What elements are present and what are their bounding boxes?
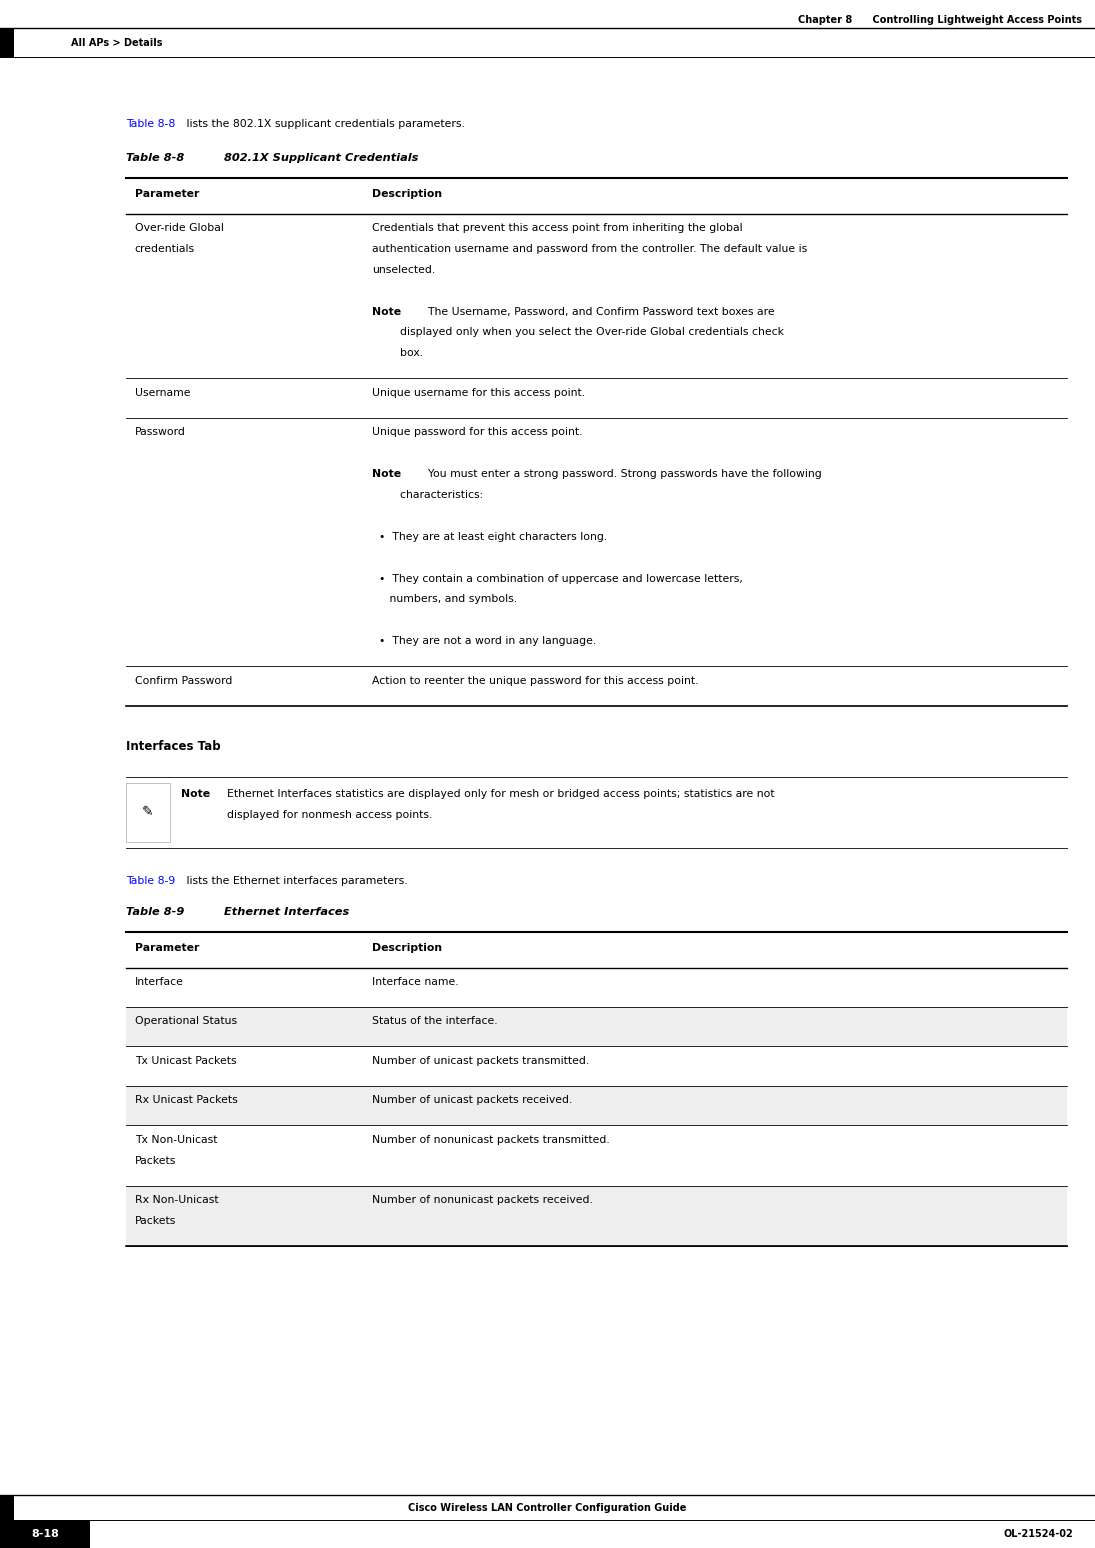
Text: You must enter a strong password. Strong passwords have the following: You must enter a strong password. Strong… bbox=[414, 469, 821, 478]
Text: displayed only when you select the Over-ride Global credentials check: displayed only when you select the Over-… bbox=[372, 328, 784, 337]
FancyBboxPatch shape bbox=[0, 28, 14, 57]
Text: Packets: Packets bbox=[135, 1217, 176, 1226]
Text: Unique username for this access point.: Unique username for this access point. bbox=[372, 389, 586, 398]
Text: Cisco Wireless LAN Controller Configuration Guide: Cisco Wireless LAN Controller Configurat… bbox=[408, 1503, 687, 1512]
Text: Rx Unicast Packets: Rx Unicast Packets bbox=[135, 1096, 238, 1105]
Text: numbers, and symbols.: numbers, and symbols. bbox=[372, 594, 518, 604]
Text: •  They are at least eight characters long.: • They are at least eight characters lon… bbox=[372, 533, 608, 542]
Text: Over-ride Global: Over-ride Global bbox=[135, 223, 223, 232]
Text: Chapter 8      Controlling Lightweight Access Points: Chapter 8 Controlling Lightweight Access… bbox=[798, 15, 1082, 25]
Text: Table 8-9: Table 8-9 bbox=[126, 876, 175, 885]
Text: Number of unicast packets received.: Number of unicast packets received. bbox=[372, 1096, 573, 1105]
Text: Description: Description bbox=[372, 943, 442, 952]
Text: Packets: Packets bbox=[135, 1156, 176, 1166]
Text: 802.1X Supplicant Credentials: 802.1X Supplicant Credentials bbox=[192, 153, 418, 163]
Text: All APs > Details: All APs > Details bbox=[71, 37, 163, 48]
Text: Confirm Password: Confirm Password bbox=[135, 676, 232, 686]
Text: authentication username and password from the controller. The default value is: authentication username and password fro… bbox=[372, 245, 807, 254]
Text: •  They are not a word in any language.: • They are not a word in any language. bbox=[372, 636, 597, 646]
Text: Number of nonunicast packets received.: Number of nonunicast packets received. bbox=[372, 1195, 593, 1204]
Text: Rx Non-Unicast: Rx Non-Unicast bbox=[135, 1195, 218, 1204]
Text: Ethernet Interfaces statistics are displayed only for mesh or bridged access poi: Ethernet Interfaces statistics are displ… bbox=[227, 789, 774, 799]
Text: Tx Unicast Packets: Tx Unicast Packets bbox=[135, 1056, 237, 1065]
Text: •  They contain a combination of uppercase and lowercase letters,: • They contain a combination of uppercas… bbox=[372, 574, 744, 584]
Text: Note: Note bbox=[181, 789, 210, 799]
Text: Ethernet Interfaces: Ethernet Interfaces bbox=[192, 907, 349, 916]
Text: Interfaces Tab: Interfaces Tab bbox=[126, 740, 220, 752]
Text: Status of the interface.: Status of the interface. bbox=[372, 1017, 498, 1026]
Text: Table 8-8: Table 8-8 bbox=[126, 153, 184, 163]
Text: Note: Note bbox=[372, 469, 402, 478]
Text: unselected.: unselected. bbox=[372, 265, 436, 274]
Text: credentials: credentials bbox=[135, 245, 195, 254]
FancyBboxPatch shape bbox=[0, 1495, 14, 1520]
Text: lists the 802.1X supplicant credentials parameters.: lists the 802.1X supplicant credentials … bbox=[183, 119, 464, 128]
Text: box.: box. bbox=[372, 348, 424, 358]
Text: Operational Status: Operational Status bbox=[135, 1017, 237, 1026]
Text: Note: Note bbox=[372, 307, 402, 316]
Text: Description: Description bbox=[372, 189, 442, 198]
Text: Interface: Interface bbox=[135, 977, 184, 986]
Text: OL-21524-02: OL-21524-02 bbox=[1003, 1529, 1073, 1539]
Text: Password: Password bbox=[135, 427, 185, 437]
Text: 8-18: 8-18 bbox=[31, 1529, 59, 1539]
Text: The Username, Password, and Confirm Password text boxes are: The Username, Password, and Confirm Pass… bbox=[414, 307, 774, 316]
Text: Username: Username bbox=[135, 389, 191, 398]
FancyBboxPatch shape bbox=[0, 1520, 90, 1548]
Text: Credentials that prevent this access point from inheriting the global: Credentials that prevent this access poi… bbox=[372, 223, 742, 232]
Text: Action to reenter the unique password for this access point.: Action to reenter the unique password fo… bbox=[372, 676, 699, 686]
FancyBboxPatch shape bbox=[126, 1186, 1067, 1246]
FancyBboxPatch shape bbox=[126, 1008, 1067, 1046]
Text: Parameter: Parameter bbox=[135, 189, 199, 198]
Text: Table 8-9: Table 8-9 bbox=[126, 907, 184, 916]
FancyBboxPatch shape bbox=[126, 783, 170, 842]
Text: Number of nonunicast packets transmitted.: Number of nonunicast packets transmitted… bbox=[372, 1135, 610, 1144]
Text: Parameter: Parameter bbox=[135, 943, 199, 952]
Text: characteristics:: characteristics: bbox=[372, 491, 484, 500]
Text: displayed for nonmesh access points.: displayed for nonmesh access points. bbox=[227, 811, 433, 820]
Text: Unique password for this access point.: Unique password for this access point. bbox=[372, 427, 583, 437]
FancyBboxPatch shape bbox=[126, 1087, 1067, 1125]
Text: Table 8-8: Table 8-8 bbox=[126, 119, 175, 128]
Text: ✎: ✎ bbox=[142, 805, 153, 820]
Text: Number of unicast packets transmitted.: Number of unicast packets transmitted. bbox=[372, 1056, 589, 1065]
Text: lists the Ethernet interfaces parameters.: lists the Ethernet interfaces parameters… bbox=[183, 876, 407, 885]
Text: Tx Non-Unicast: Tx Non-Unicast bbox=[135, 1135, 217, 1144]
Text: Interface name.: Interface name. bbox=[372, 977, 459, 986]
